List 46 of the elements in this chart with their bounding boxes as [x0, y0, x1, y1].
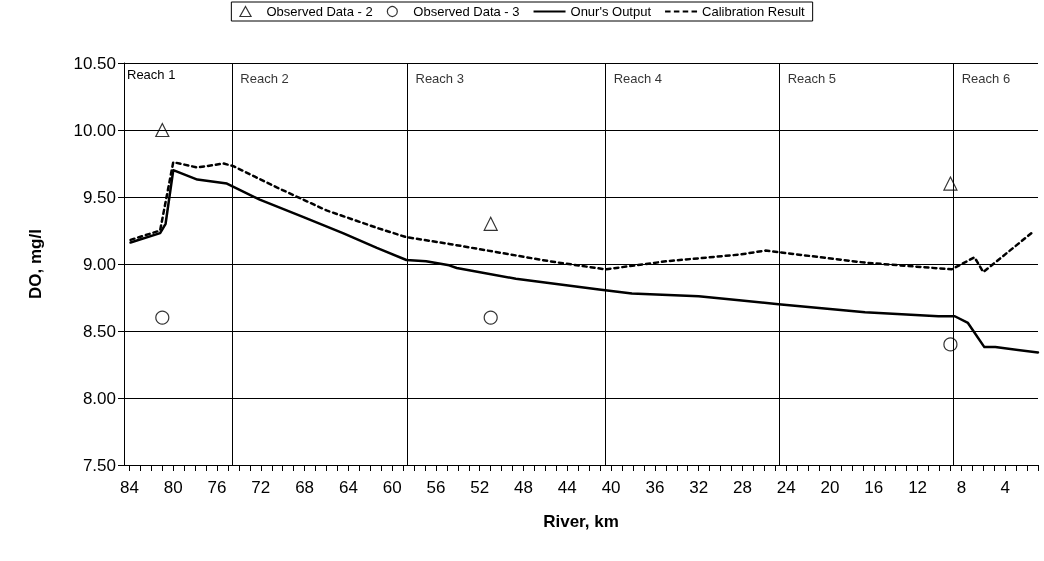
y-tick-label: 8.50 — [82, 321, 116, 341]
annotation: Reach 1 — [127, 67, 176, 82]
x-tick-label: 24 — [776, 478, 796, 497]
x-tick-label: 44 — [557, 478, 577, 497]
ref-line-label: Reach 2 — [240, 71, 289, 86]
x-tick-label: 40 — [601, 478, 621, 497]
x-tick-label: 20 — [820, 478, 840, 497]
point — [483, 216, 498, 231]
x-tick-label: 56 — [426, 478, 446, 497]
x-tick-label: 52 — [470, 478, 490, 497]
y-tick-label: 8.00 — [82, 388, 116, 408]
x-tick-label: 4 — [1000, 478, 1010, 497]
x-tick-label: 76 — [207, 478, 227, 497]
point — [483, 310, 498, 325]
x-tick-label: 8 — [956, 478, 967, 497]
x-tick-label: 36 — [645, 478, 665, 497]
y-tick-label: 10.50 — [73, 53, 116, 73]
ref-line-label: Reach 3 — [415, 71, 464, 86]
x-tick-label: 16 — [864, 478, 884, 497]
x-tick-label: 84 — [120, 478, 139, 497]
y-tick-label: 7.50 — [82, 455, 116, 475]
point — [943, 337, 958, 352]
point — [155, 122, 170, 138]
ref-line-label: Reach 4 — [613, 71, 663, 86]
x-axis-title: River, km — [543, 512, 619, 531]
y-tick-label: 10.00 — [73, 120, 116, 140]
x-tick-label: 28 — [732, 478, 752, 497]
x-tick-label: 64 — [338, 478, 358, 497]
legend-label: Observed Data - 2 — [266, 4, 373, 19]
ref-line-label: Reach 5 — [787, 71, 837, 86]
y-tick-label: 9.50 — [82, 187, 116, 207]
x-tick-label: 60 — [382, 478, 402, 497]
legend-label: Calibration Result — [702, 4, 806, 19]
legend-label: Observed Data - 3 — [413, 4, 520, 19]
x-tick-label: 48 — [514, 478, 533, 497]
x-tick-label: 12 — [908, 478, 928, 497]
x-tick-label: 68 — [295, 478, 315, 497]
x-tick-label: 32 — [689, 478, 709, 497]
legend-label: Onur's Output — [570, 4, 652, 19]
point — [943, 176, 958, 191]
ref-line-label: Reach 6 — [961, 71, 1011, 86]
y-tick-label: 9.00 — [82, 254, 116, 274]
point — [155, 310, 170, 325]
y-axis-title: DO, mg/l — [26, 229, 45, 299]
x-tick-label: 80 — [163, 478, 183, 497]
x-tick-label: 72 — [251, 478, 271, 497]
